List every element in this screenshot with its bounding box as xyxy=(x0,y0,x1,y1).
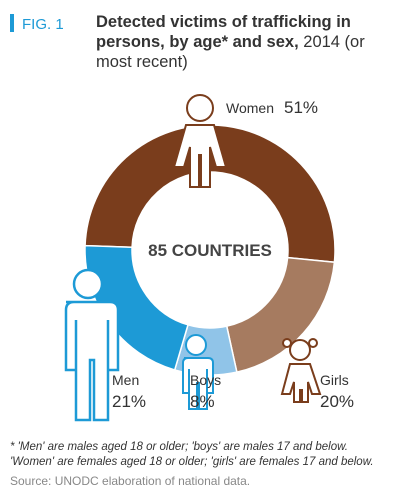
slice-label: Women xyxy=(226,100,274,116)
center-label: 85 COUNTRIES xyxy=(148,241,272,260)
value-label: 20% xyxy=(320,392,354,411)
source: Source: UNODC elaboration of national da… xyxy=(10,474,250,488)
women-icon xyxy=(172,94,228,188)
slice-label: Boys xyxy=(190,372,221,388)
figure-label: FIG. 1 xyxy=(22,16,64,33)
slice-label: Men xyxy=(112,372,139,388)
value-label: 51% xyxy=(284,98,318,117)
slice-label: Girls xyxy=(320,372,349,388)
footnote: 'Women' are females aged 18 or older; 'g… xyxy=(10,456,374,468)
value-label: 21% xyxy=(112,392,146,411)
donut-slice xyxy=(84,244,189,371)
boys-icon xyxy=(182,334,214,410)
men-icon xyxy=(64,268,120,422)
girls-icon xyxy=(280,338,322,403)
chart-subtitle: 2014 (or most recent) xyxy=(96,33,365,71)
donut-slice xyxy=(84,124,336,264)
chart-title: Detected victims of trafficking in perso… xyxy=(96,13,351,51)
value-label: 8% xyxy=(190,392,215,411)
title-box: Detected victims of trafficking in perso… xyxy=(96,13,365,71)
donut-slice xyxy=(225,256,336,373)
figure-marker xyxy=(10,14,14,32)
footnote: * 'Men' are males aged 18 or older; 'boy… xyxy=(10,441,348,453)
